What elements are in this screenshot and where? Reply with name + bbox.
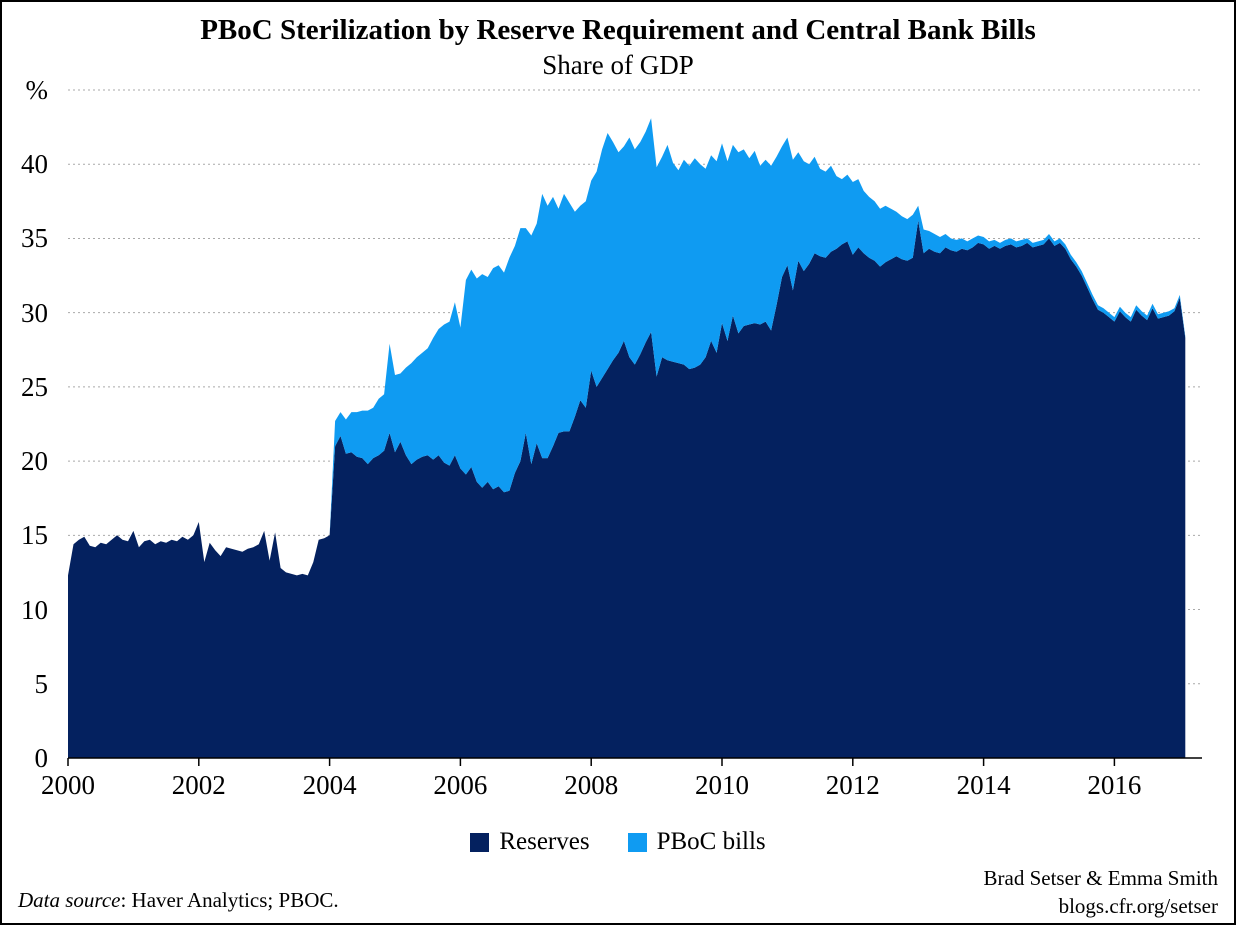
y-tick-label-0: 0 bbox=[34, 743, 49, 773]
pboc-bills-swatch-icon bbox=[627, 832, 647, 852]
reserves-swatch-icon bbox=[470, 832, 490, 852]
y-tick-label-10: 10 bbox=[21, 594, 48, 625]
y-tick-label-20: 20 bbox=[21, 446, 48, 477]
area-reserves bbox=[68, 220, 1186, 759]
legend: Reserves PBoC bills bbox=[2, 828, 1234, 856]
y-tick-label-30: 30 bbox=[21, 297, 48, 328]
x-tick-label-2016: 2016 bbox=[1087, 770, 1142, 800]
x-tick-label-2014: 2014 bbox=[956, 770, 1011, 800]
x-tick-label-2004: 2004 bbox=[302, 770, 357, 800]
y-tick-label-5: 5 bbox=[34, 668, 49, 699]
y-tick-label-15: 15 bbox=[21, 520, 48, 551]
area-pboc-bills bbox=[68, 118, 1186, 576]
chart-subtitle: Share of GDP bbox=[542, 50, 694, 80]
data-source-text: : Haver Analytics; PBOC. bbox=[120, 888, 339, 912]
x-tick-label-2000: 2000 bbox=[41, 770, 95, 800]
x-tick-label-2008: 2008 bbox=[564, 770, 619, 800]
legend-label-reserves: Reserves bbox=[499, 828, 590, 855]
x-tick-label-2012: 2012 bbox=[825, 770, 880, 800]
x-tick-label-2006: 2006 bbox=[433, 770, 488, 800]
author-names: Brad Setser & Emma Smith bbox=[983, 866, 1218, 890]
y-tick-label-25: 25 bbox=[21, 371, 48, 402]
y-axis-unit-label: % bbox=[25, 75, 49, 105]
legend-item-reserves: Reserves bbox=[470, 828, 590, 856]
author-credit: Brad Setser & Emma Smith blogs.cfr.org/s… bbox=[984, 864, 1218, 920]
data-source-note: Data source: Haver Analytics; PBOC. bbox=[18, 888, 339, 913]
author-url: blogs.cfr.org/setser bbox=[1058, 894, 1218, 918]
y-tick-label-40: 40 bbox=[21, 149, 48, 180]
x-tick-label-2002: 2002 bbox=[171, 770, 226, 800]
chart-title: PBoC Sterilization by Reserve Requiremen… bbox=[200, 14, 1036, 46]
legend-label-pboc-bills: PBoC bills bbox=[656, 828, 766, 855]
legend-item-pboc-bills: PBoC bills bbox=[627, 828, 766, 856]
data-source-label: Data source bbox=[18, 888, 121, 912]
x-tick-label-2010: 2010 bbox=[695, 770, 749, 800]
y-tick-label-35: 35 bbox=[21, 223, 48, 254]
